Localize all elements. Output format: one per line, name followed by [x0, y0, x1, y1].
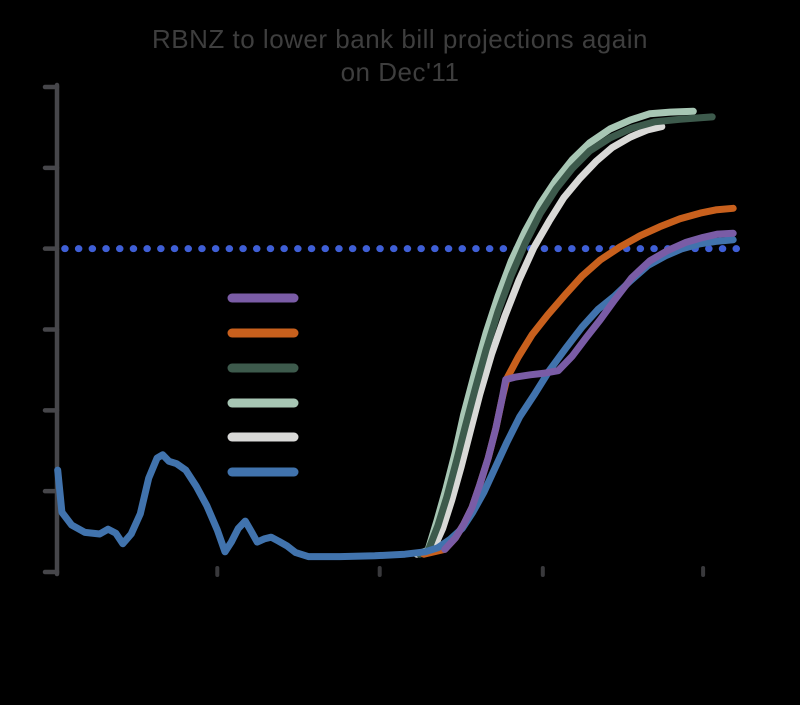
series-projection-dark-green — [416, 113, 716, 558]
chart-title-line2: on Dec'11 — [340, 57, 460, 87]
series-projection-purple — [441, 229, 737, 553]
series-projection-white — [413, 123, 666, 558]
series-projection-light-green — [416, 107, 697, 557]
chart-title-line1: RBNZ to lower bank bill projections agai… — [152, 24, 648, 54]
series-bank-bill-history — [54, 236, 737, 561]
